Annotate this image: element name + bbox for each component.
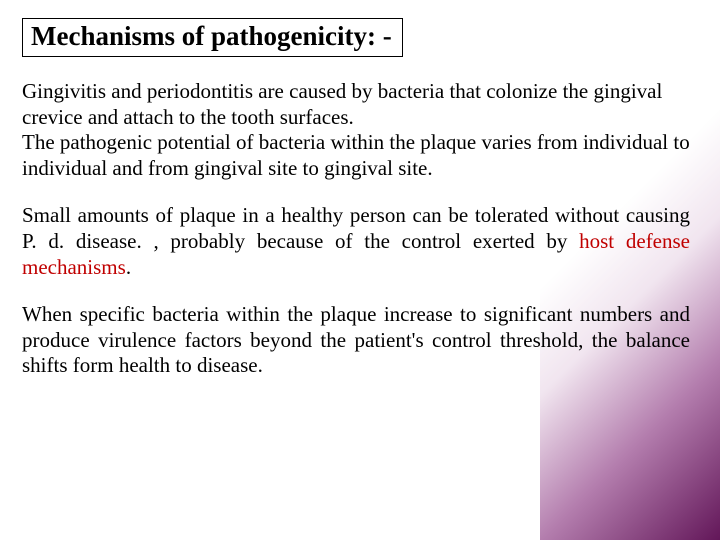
paragraph-1: Gingivitis and periodontitis are caused …	[22, 79, 690, 181]
paragraph-3: When specific bacteria within the plaque…	[22, 302, 690, 379]
paragraph-2: Small amounts of plaque in a healthy per…	[22, 203, 690, 280]
paragraph-2-post: .	[126, 255, 131, 279]
body-text: Gingivitis and periodontitis are caused …	[22, 79, 690, 379]
slide-content: Mechanisms of pathogenicity: - Gingiviti…	[0, 0, 720, 421]
title-box: Mechanisms of pathogenicity: -	[22, 18, 403, 57]
slide-title: Mechanisms of pathogenicity: -	[31, 21, 392, 52]
